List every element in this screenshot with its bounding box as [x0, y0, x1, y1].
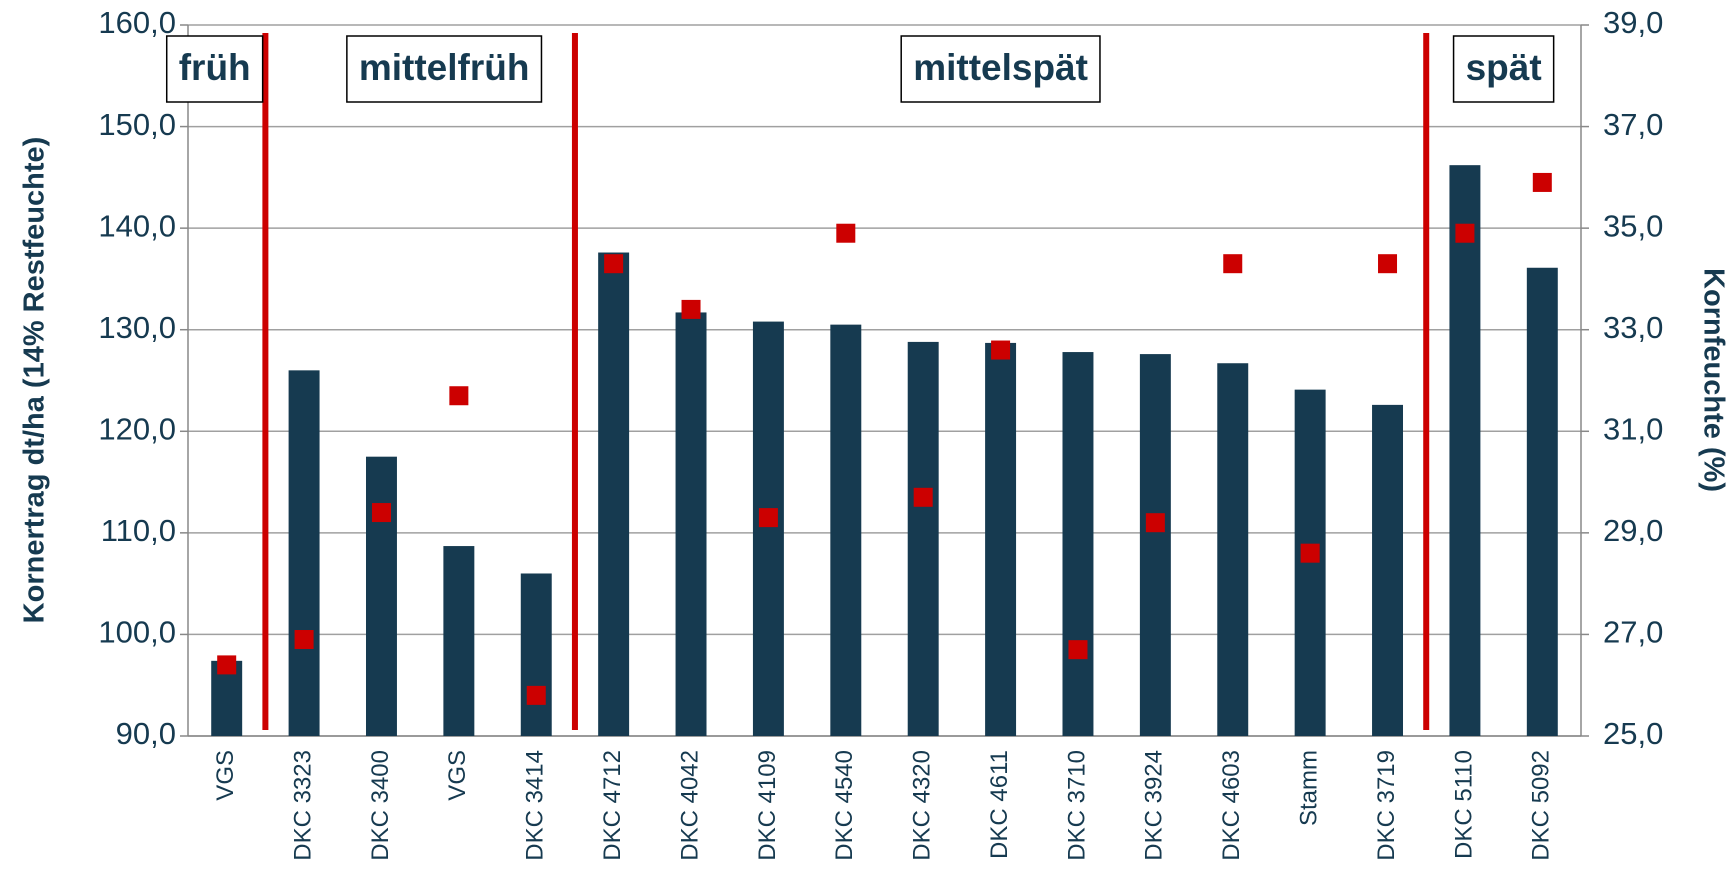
group-label: mittelspät — [913, 47, 1088, 88]
x-tick-label: DKC 5110 — [1450, 750, 1477, 859]
x-tick-label: DKC 4611 — [986, 750, 1013, 859]
x-tick-label: DKC 5092 — [1528, 750, 1555, 861]
y-tick-label: 90,0 — [116, 716, 176, 751]
y-tick-label: 140,0 — [98, 208, 176, 243]
bar — [1139, 354, 1171, 736]
y2-tick-label: 25,0 — [1603, 716, 1663, 751]
x-tick-label: VGS — [212, 750, 239, 801]
y2-tick-label: 31,0 — [1603, 411, 1663, 446]
marker — [449, 386, 469, 406]
y2-tick-label: 37,0 — [1603, 107, 1663, 142]
bar — [288, 370, 320, 736]
marker — [836, 223, 856, 243]
marker — [1455, 223, 1475, 243]
y-tick-label: 160,0 — [98, 5, 176, 40]
bar — [365, 456, 397, 736]
x-tick-label: Stamm — [1295, 750, 1322, 826]
marker — [294, 630, 314, 650]
bar — [443, 546, 475, 736]
marker — [681, 299, 701, 319]
bar — [1294, 389, 1326, 736]
bar — [1217, 363, 1249, 736]
y2-axis-label: Kornfeuchte (%) — [1697, 268, 1729, 492]
marker — [1300, 543, 1320, 563]
group-label: früh — [179, 47, 251, 88]
x-tick-label: DKC 3924 — [1141, 750, 1168, 861]
marker — [526, 685, 546, 705]
marker — [758, 508, 778, 528]
y-tick-label: 100,0 — [98, 615, 176, 650]
x-tick-label: VGS — [444, 750, 471, 801]
y2-tick-label: 33,0 — [1603, 310, 1663, 345]
marker — [913, 487, 933, 507]
x-tick-label: DKC 4042 — [676, 750, 703, 861]
marker — [1223, 254, 1243, 274]
y2-tick-label: 35,0 — [1603, 208, 1663, 243]
group-box — [165, 35, 264, 103]
x-tick-label: DKC 3400 — [367, 750, 394, 861]
x-tick-label: DKC 4109 — [754, 750, 781, 861]
x-tick-label: DKC 4540 — [831, 750, 858, 861]
marker — [1378, 254, 1398, 274]
marker — [991, 340, 1011, 360]
y-tick-label: 110,0 — [101, 513, 176, 548]
bar — [1372, 404, 1404, 736]
group-box — [346, 35, 543, 103]
marker — [371, 503, 391, 523]
bar — [752, 321, 784, 736]
marker — [604, 254, 624, 274]
marker — [217, 655, 237, 675]
y-tick-label: 150,0 — [98, 107, 176, 142]
x-tick-label: DKC 4603 — [1218, 750, 1245, 861]
x-tick-label: DKC 4712 — [599, 750, 626, 861]
y-tick-label: 130,0 — [98, 310, 176, 345]
x-tick-label: DKC 3710 — [1063, 750, 1090, 861]
y2-tick-label: 39,0 — [1603, 5, 1663, 40]
x-tick-label: DKC 3719 — [1373, 750, 1400, 861]
group-label: mittelfrüh — [359, 47, 530, 88]
marker — [1068, 640, 1088, 660]
marker — [1532, 172, 1552, 192]
group-label: spät — [1466, 47, 1542, 88]
x-tick-label: DKC 3323 — [289, 750, 316, 861]
bar — [830, 324, 862, 736]
bar — [985, 342, 1017, 736]
y-axis-label: Kornertrag dt/ha (14% Restfeuchte) — [19, 137, 51, 624]
marker — [1145, 513, 1165, 533]
y-tick-label: 120,0 — [98, 411, 176, 446]
x-tick-label: DKC 3414 — [522, 750, 549, 861]
bar — [598, 252, 630, 736]
x-tick-label: DKC 4320 — [909, 750, 936, 861]
bar — [1062, 352, 1094, 736]
bar — [907, 341, 939, 736]
group-box — [1452, 35, 1555, 103]
bar — [520, 573, 552, 736]
bar — [1526, 267, 1558, 736]
bar — [1449, 165, 1481, 736]
y2-tick-label: 29,0 — [1603, 513, 1663, 548]
bar — [675, 312, 707, 736]
y2-tick-label: 27,0 — [1603, 615, 1663, 650]
group-box — [900, 35, 1101, 103]
